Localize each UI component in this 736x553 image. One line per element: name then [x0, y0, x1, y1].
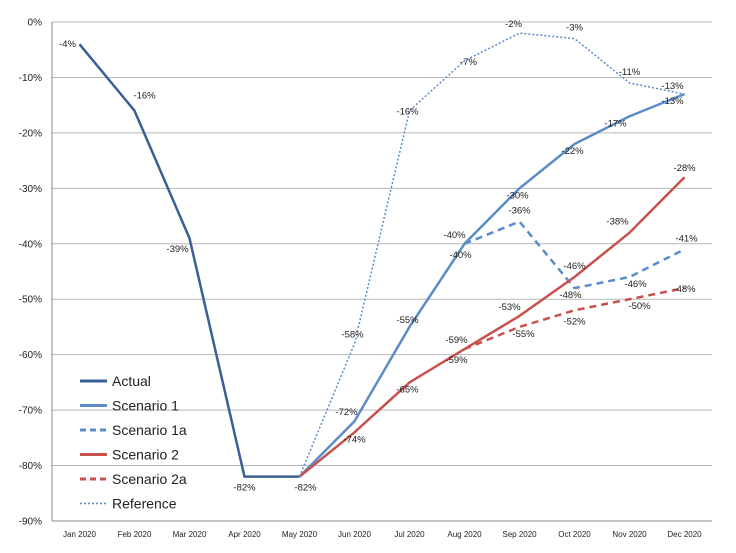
x-tick-label: Nov 2020: [612, 530, 647, 539]
data-label: -46%: [624, 279, 647, 290]
legend: Actual Scenario 1 Scenario 1a Scenario 2 Sce…: [80, 373, 187, 512]
data-label: -3%: [566, 23, 583, 34]
x-axis: Jan 2020 Feb 2020 Mar 2020 Apr 2020 May 2020…: [52, 520, 712, 539]
data-label: -50%: [628, 301, 651, 312]
data-label: -53%: [498, 302, 521, 313]
legend-label: Scenario 2: [112, 447, 179, 463]
x-tick-label: Oct 2020: [558, 530, 591, 539]
legend-label: Actual: [112, 373, 151, 389]
data-label: -17%: [604, 118, 627, 129]
data-label: -72%: [335, 407, 358, 418]
data-label: -16%: [396, 107, 419, 118]
x-tick-label: Dec 2020: [667, 530, 702, 539]
x-tick-label: Sep 2020: [502, 530, 537, 539]
data-label: -28%: [673, 163, 696, 174]
y-tick-label: -10%: [19, 73, 42, 84]
data-label: -2%: [505, 19, 522, 30]
data-label: -46%: [563, 261, 586, 272]
x-tick-label: Aug 2020: [447, 530, 482, 539]
data-label: -39%: [166, 244, 189, 255]
x-tick-label: Jun 2020: [338, 530, 371, 539]
data-label: -41%: [675, 233, 698, 244]
y-tick-label: -50%: [19, 295, 42, 306]
data-label: -40%: [449, 250, 472, 261]
y-tick-label: -20%: [19, 128, 42, 139]
legend-label: Reference: [112, 496, 177, 512]
x-tick-label: Jan 2020: [63, 530, 96, 539]
series-line-scenario-1a: [464, 220, 686, 290]
data-label: -52%: [563, 316, 586, 327]
x-tick-label: Apr 2020: [228, 530, 261, 539]
series-line-scenario-2: [298, 176, 686, 478]
y-tick-label: -70%: [19, 406, 42, 417]
series-lines: [78, 32, 686, 478]
data-labels: -4% -16% -39% -82% -82% -72% -55% -40% -30% -22% -…: [59, 19, 698, 494]
data-label: -55%: [512, 329, 535, 340]
data-label: -22%: [561, 146, 584, 157]
data-label: -82%: [294, 483, 317, 494]
data-label: -58%: [341, 330, 364, 341]
data-label: -11%: [619, 67, 641, 78]
data-label: -36%: [508, 206, 531, 217]
data-label: -4%: [59, 39, 76, 50]
x-tick-label: Mar 2020: [173, 530, 207, 539]
data-label: -65%: [396, 384, 419, 395]
data-label: -74%: [343, 434, 366, 445]
y-axis: 0% -10% -20% -30% -40% -50% -60% -70% -80% -90%: [19, 18, 53, 528]
y-tick-label: 0%: [28, 18, 43, 29]
data-label: -13%: [661, 81, 684, 92]
data-label: -48%: [559, 290, 582, 301]
x-tick-label: Jul 2020: [394, 530, 425, 539]
x-tick-label: Feb 2020: [118, 530, 152, 539]
data-label: -16%: [133, 91, 156, 102]
series-line-actual: [78, 43, 300, 478]
data-label: -38%: [606, 217, 629, 228]
series-line-scenario-1: [298, 92, 685, 478]
data-label: -55%: [396, 315, 419, 326]
data-label: -82%: [233, 483, 256, 494]
y-tick-label: -60%: [19, 350, 42, 361]
legend-label: Scenario 2a: [112, 471, 187, 487]
legend-label: Scenario 1: [112, 398, 179, 414]
data-label: -7%: [460, 57, 477, 68]
y-tick-label: -80%: [19, 461, 42, 472]
series-line-reference: [298, 32, 685, 477]
data-label: -30%: [506, 190, 529, 201]
data-label: -59%: [445, 355, 468, 366]
y-tick-label: -40%: [19, 239, 42, 250]
y-tick-label: -90%: [19, 517, 42, 528]
data-label: -40%: [443, 230, 466, 241]
series-line-scenario-2a: [464, 286, 685, 351]
data-label: -13%: [661, 96, 684, 107]
data-label: -48%: [673, 284, 696, 295]
y-tick-label: -30%: [19, 184, 42, 195]
legend-label: Scenario 1a: [112, 422, 187, 438]
x-tick-label: May 2020: [282, 530, 318, 539]
data-label: -59%: [445, 335, 468, 346]
